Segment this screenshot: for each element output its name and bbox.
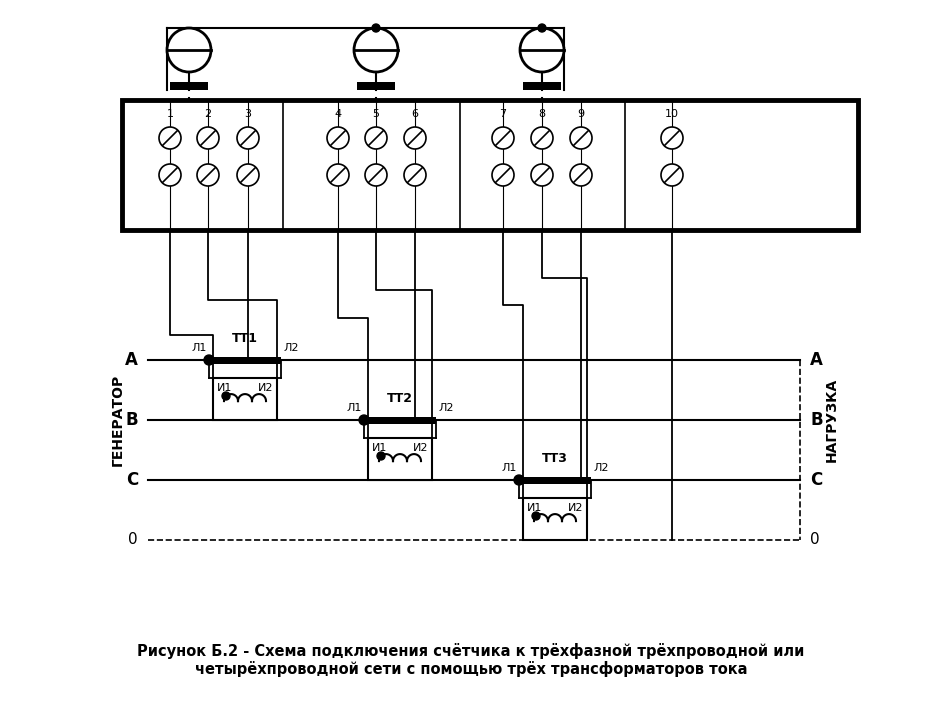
Text: 3: 3 (245, 109, 252, 119)
Circle shape (159, 164, 181, 186)
Text: C: C (810, 471, 822, 489)
Circle shape (531, 164, 553, 186)
Circle shape (661, 164, 683, 186)
Circle shape (377, 452, 385, 460)
Circle shape (570, 127, 592, 149)
Text: Рисунок Б.2 - Схема подключения счётчика к трёхфазной трёхпроводной или
четырёхп: Рисунок Б.2 - Схема подключения счётчика… (138, 643, 804, 677)
Circle shape (404, 164, 426, 186)
Circle shape (222, 392, 230, 400)
Text: И1: И1 (527, 503, 543, 513)
Text: B: B (810, 411, 822, 429)
Circle shape (531, 127, 553, 149)
Bar (170, 82, 208, 90)
Text: И1: И1 (372, 443, 387, 453)
Text: НАГРУЗКА: НАГРУЗКА (825, 378, 839, 462)
Text: A: A (125, 351, 138, 369)
Bar (209, 357, 281, 363)
Text: И2: И2 (567, 503, 583, 513)
Text: 7: 7 (499, 109, 507, 119)
Circle shape (237, 127, 259, 149)
Text: 6: 6 (412, 109, 418, 119)
Text: Л1: Л1 (191, 343, 207, 353)
Circle shape (365, 164, 387, 186)
Text: 1: 1 (167, 109, 173, 119)
Text: ТТ3: ТТ3 (542, 451, 568, 464)
Circle shape (327, 127, 349, 149)
Text: Л1: Л1 (502, 463, 517, 473)
Circle shape (359, 415, 369, 425)
Text: И2: И2 (413, 443, 428, 453)
Bar (364, 416, 436, 424)
Text: 10: 10 (665, 109, 679, 119)
Circle shape (159, 127, 181, 149)
Bar (213, 378, 277, 420)
Bar (519, 477, 591, 483)
Circle shape (237, 164, 259, 186)
Text: Л1: Л1 (347, 403, 362, 413)
Circle shape (538, 24, 546, 32)
Circle shape (327, 164, 349, 186)
Bar (122, 100, 858, 230)
Text: 0: 0 (128, 532, 138, 547)
Bar (357, 82, 395, 90)
Circle shape (514, 475, 524, 485)
Circle shape (404, 127, 426, 149)
Circle shape (520, 28, 564, 72)
Text: И1: И1 (217, 383, 233, 393)
Circle shape (492, 164, 514, 186)
Circle shape (354, 28, 398, 72)
Text: B: B (125, 411, 138, 429)
Circle shape (372, 24, 380, 32)
Text: 8: 8 (539, 109, 545, 119)
Text: 2: 2 (204, 109, 212, 119)
Circle shape (204, 355, 214, 365)
Bar (523, 498, 587, 540)
Bar (368, 438, 432, 480)
Text: A: A (810, 351, 823, 369)
Text: 4: 4 (334, 109, 342, 119)
Text: Л2: Л2 (593, 463, 609, 473)
Text: ТТ2: ТТ2 (387, 392, 413, 405)
Text: И2: И2 (257, 383, 273, 393)
Text: ГЕНЕРАТОР: ГЕНЕРАТОР (111, 374, 125, 466)
Circle shape (365, 127, 387, 149)
Text: 9: 9 (577, 109, 585, 119)
Circle shape (167, 28, 211, 72)
Text: ТТ1: ТТ1 (232, 331, 258, 344)
Circle shape (492, 127, 514, 149)
Circle shape (661, 127, 683, 149)
Bar (523, 82, 561, 90)
Text: Л2: Л2 (438, 403, 453, 413)
Circle shape (532, 512, 540, 520)
Text: 5: 5 (372, 109, 380, 119)
Text: C: C (125, 471, 138, 489)
Circle shape (570, 164, 592, 186)
Text: Л2: Л2 (283, 343, 299, 353)
Text: 0: 0 (810, 532, 820, 547)
Circle shape (197, 127, 219, 149)
Circle shape (197, 164, 219, 186)
